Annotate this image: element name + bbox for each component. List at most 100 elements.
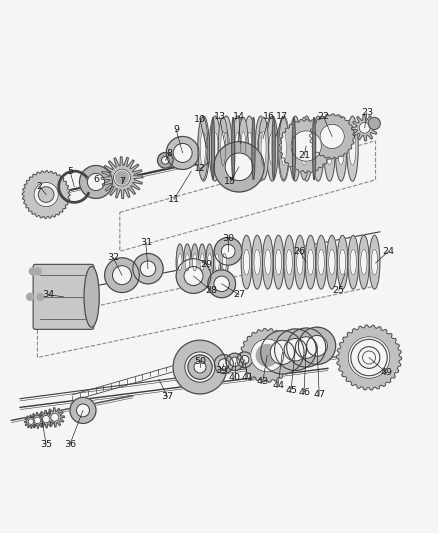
Circle shape [87,173,104,191]
Text: 29: 29 [200,260,212,269]
Circle shape [34,182,58,207]
Ellipse shape [335,116,346,181]
Ellipse shape [234,132,241,165]
Ellipse shape [214,254,219,271]
Ellipse shape [277,116,289,181]
Text: 7: 7 [119,177,125,187]
Ellipse shape [317,249,324,275]
Ellipse shape [238,117,248,180]
Text: 28: 28 [205,286,216,295]
Circle shape [357,346,379,368]
Text: 13: 13 [213,112,225,122]
Circle shape [295,337,316,358]
Circle shape [173,340,226,394]
Circle shape [27,293,33,300]
Ellipse shape [348,132,355,165]
Ellipse shape [323,116,335,181]
Ellipse shape [245,132,252,165]
Ellipse shape [198,244,205,280]
Ellipse shape [262,235,272,289]
Circle shape [367,117,379,130]
Ellipse shape [349,249,356,275]
Ellipse shape [222,254,226,271]
Circle shape [184,352,215,382]
Ellipse shape [301,131,306,166]
Ellipse shape [220,116,232,181]
Ellipse shape [275,249,281,275]
Circle shape [358,123,369,133]
Circle shape [226,353,243,370]
Text: 37: 37 [161,392,173,401]
Ellipse shape [84,266,99,327]
Polygon shape [279,119,332,173]
Circle shape [218,359,229,369]
Ellipse shape [200,131,205,166]
Ellipse shape [176,244,183,280]
Circle shape [70,398,96,423]
Circle shape [350,340,386,376]
Text: 6: 6 [93,175,99,184]
Circle shape [283,338,306,361]
Ellipse shape [358,235,368,289]
Text: 44: 44 [272,381,283,390]
Circle shape [207,270,235,298]
Circle shape [274,329,315,370]
Text: 22: 22 [317,112,329,122]
Circle shape [298,327,335,365]
Ellipse shape [264,249,270,275]
Ellipse shape [360,249,366,275]
Circle shape [133,254,163,284]
Ellipse shape [209,116,220,181]
Circle shape [51,413,59,422]
Ellipse shape [272,117,275,180]
Text: 36: 36 [64,440,76,449]
Ellipse shape [185,254,189,271]
Ellipse shape [298,117,308,180]
Ellipse shape [294,235,304,289]
Ellipse shape [268,132,275,165]
Text: 9: 9 [173,125,179,134]
Text: 26: 26 [293,247,305,256]
Polygon shape [45,408,64,427]
Circle shape [38,187,54,203]
Circle shape [115,171,128,184]
Circle shape [236,352,252,367]
Ellipse shape [312,116,323,181]
Ellipse shape [258,117,268,180]
Circle shape [306,335,327,356]
Circle shape [256,344,277,366]
Ellipse shape [192,254,197,271]
Ellipse shape [315,235,326,289]
Circle shape [250,339,283,372]
Text: 49: 49 [379,368,392,377]
Ellipse shape [281,131,286,166]
Ellipse shape [285,249,292,275]
Ellipse shape [257,132,264,165]
Ellipse shape [278,117,288,180]
Text: 45: 45 [284,385,297,394]
Polygon shape [309,114,354,159]
Polygon shape [30,413,45,428]
Ellipse shape [289,116,300,181]
Text: 31: 31 [139,238,152,247]
Circle shape [113,169,130,186]
Polygon shape [37,410,55,428]
Circle shape [225,153,252,181]
Circle shape [230,357,239,367]
Ellipse shape [207,254,212,271]
Ellipse shape [177,254,182,271]
Circle shape [194,361,205,373]
Circle shape [76,404,89,417]
Ellipse shape [300,116,312,181]
FancyBboxPatch shape [33,264,94,329]
Circle shape [176,259,210,293]
Ellipse shape [211,132,218,165]
Ellipse shape [220,244,228,280]
Polygon shape [336,325,401,390]
Ellipse shape [251,117,254,180]
Ellipse shape [243,249,249,275]
Ellipse shape [326,235,336,289]
Circle shape [28,419,34,424]
Circle shape [112,265,131,285]
Ellipse shape [347,235,358,289]
